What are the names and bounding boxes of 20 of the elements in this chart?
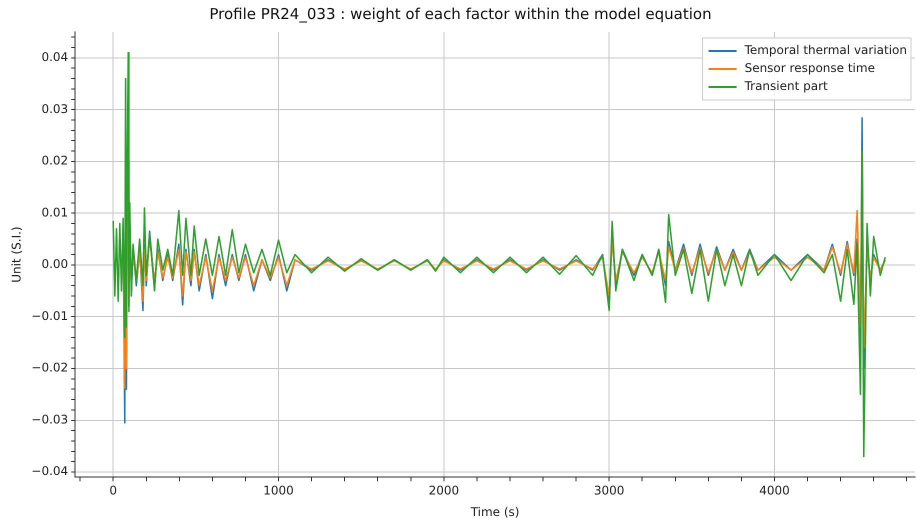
chart-title: Profile PR24_033 : weight of each factor within the model equation <box>209 4 712 23</box>
y-tick-label: −0.01 <box>31 308 68 323</box>
x-tick-label: 4000 <box>759 484 790 498</box>
x-tick-label: 1000 <box>263 484 294 498</box>
x-tick-label: 3000 <box>594 484 624 498</box>
y-tick-label: 0.00 <box>41 257 68 272</box>
y-axis-title: Unit (S.I.) <box>9 226 24 283</box>
x-axis-title: Time (s) <box>470 504 520 519</box>
y-tick-label: 0.01 <box>41 205 68 220</box>
y-tick-label: 0.02 <box>41 154 68 168</box>
y-tick-label: 0.04 <box>41 50 68 64</box>
legend-label: Temporal thermal variation <box>744 43 908 58</box>
x-tick-label: 0 <box>109 484 118 498</box>
legend-label: Sensor response time <box>744 61 875 76</box>
y-tick-label: −0.04 <box>31 464 68 478</box>
x-tick-label: 2000 <box>428 484 460 498</box>
y-tick-label: −0.02 <box>31 360 68 375</box>
y-tick-label: −0.03 <box>31 412 68 426</box>
y-tick-label: 0.03 <box>41 102 68 116</box>
legend-label: Transient part <box>744 79 828 94</box>
